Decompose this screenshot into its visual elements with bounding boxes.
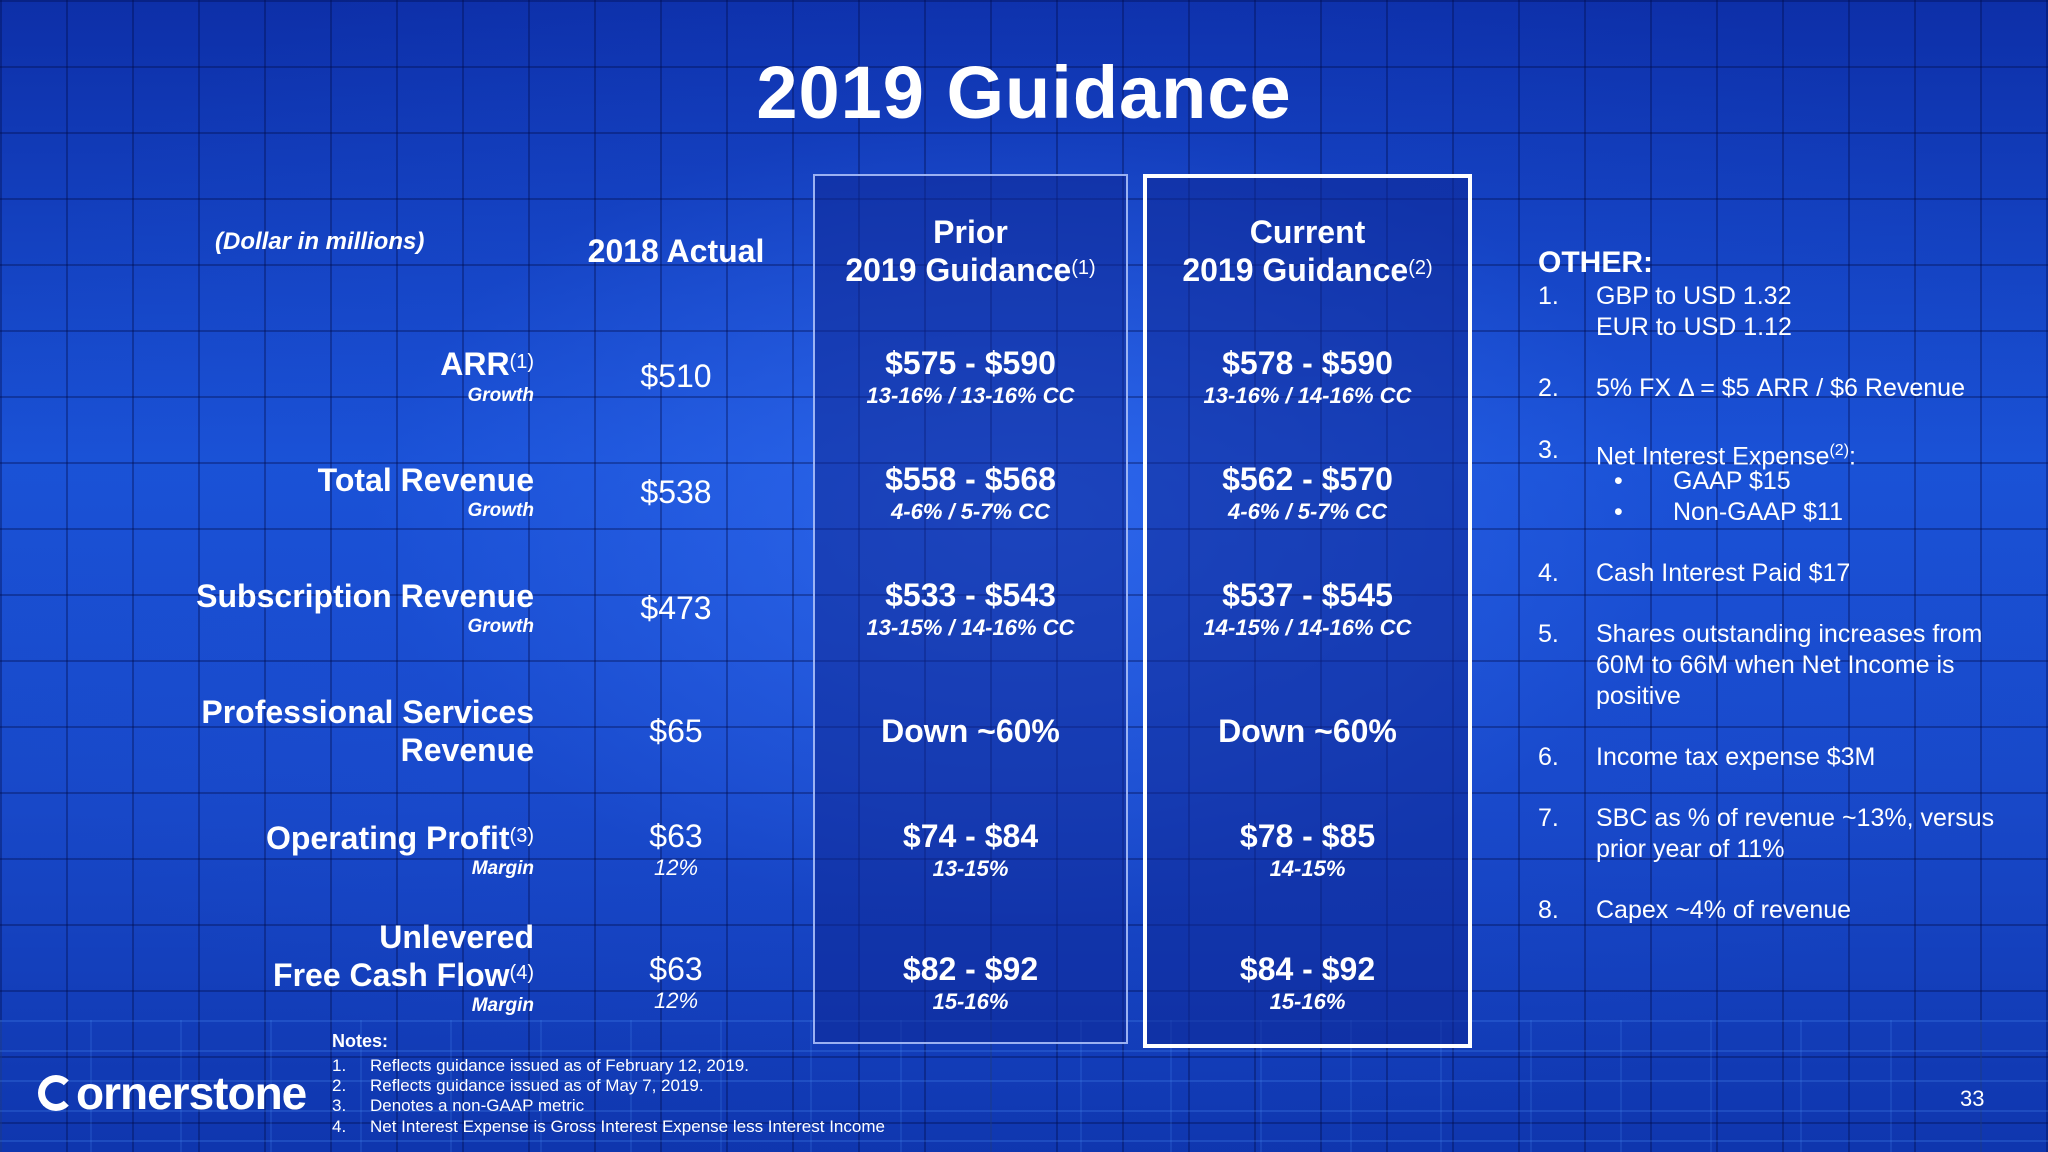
other-item-fx-impact: 5% FX Δ = $5 ARR / $6 Revenue xyxy=(1596,374,1965,402)
other-item-income-tax: Income tax expense $3M xyxy=(1596,743,1876,771)
current-professional-services-revenue: Down ~60% xyxy=(1218,713,1397,749)
prior-fcf-margin: 15-16% xyxy=(932,989,1009,1014)
other-item-capex: Capex ~4% of revenue xyxy=(1596,896,1852,924)
note-1: Reflects guidance issued as of February … xyxy=(370,1056,749,1075)
row-label-total-revenue: Total Revenue xyxy=(317,462,534,498)
cornerstone-logo-icon xyxy=(38,1075,74,1111)
footnote-ref: (2) xyxy=(1408,257,1433,279)
actual-unlevered-free-cash-flow: $63 xyxy=(649,951,703,987)
other-item-number: 3. xyxy=(1538,436,1559,464)
other-item-number: 1. xyxy=(1538,282,1559,310)
actual-total-revenue: $538 xyxy=(640,474,712,510)
prior-subscription-revenue-growth: 13-15% / 14-16% CC xyxy=(866,615,1075,640)
notes-title: Notes: xyxy=(332,1031,389,1051)
footnote-ref: (3) xyxy=(509,825,534,847)
current-total-revenue-growth: 4-6% / 5-7% CC xyxy=(1228,499,1387,524)
header-2018-actual: 2018 Actual xyxy=(587,233,765,269)
bullet-icon: • xyxy=(1614,467,1623,495)
row-label-professional-services-revenue: Professional Services Revenue xyxy=(201,694,534,768)
row-sublabel-operating-profit: Margin xyxy=(471,858,534,879)
row-label-unlevered-free-cash-flow: Unlevered Free Cash Flow(4) xyxy=(273,919,534,993)
header-prior-guidance: Prior 2019 Guidance(1) xyxy=(813,213,1128,289)
header-current-line1: Current xyxy=(1249,214,1366,250)
prior-professional-services-revenue: Down ~60% xyxy=(881,713,1060,749)
note-number: 3. xyxy=(332,1096,347,1115)
other-title: OTHER: xyxy=(1538,246,1653,279)
prior-total-revenue: $558 - $568 xyxy=(885,461,1056,497)
note-4: Net Interest Expense is Gross Interest E… xyxy=(370,1117,885,1136)
actual-subscription-revenue: $473 xyxy=(640,590,712,626)
actual-operating-margin: 12% xyxy=(653,855,699,880)
actual-operating-profit: $63 xyxy=(649,818,703,854)
note-3: Denotes a non-GAAP metric xyxy=(370,1096,585,1115)
prior-operating-margin: 13-15% xyxy=(932,856,1009,881)
other-item-number: 8. xyxy=(1538,896,1559,924)
actual-fcf-margin: 12% xyxy=(653,988,699,1013)
page-title: 2019 Guidance xyxy=(756,51,1292,134)
row-sublabel-total-revenue: Growth xyxy=(467,500,535,521)
current-operating-profit: $78 - $85 xyxy=(1239,818,1376,854)
other-item-number: 4. xyxy=(1538,559,1559,587)
note-number: 1. xyxy=(332,1056,347,1075)
footnote-ref: (1) xyxy=(509,351,534,373)
prior-total-revenue-growth: 4-6% / 5-7% CC xyxy=(891,499,1050,524)
bullet-icon: • xyxy=(1614,498,1623,526)
current-subscription-revenue: $537 - $545 xyxy=(1222,577,1393,613)
row-sublabel-subscription-revenue: Growth xyxy=(467,616,535,637)
current-arr: $578 - $590 xyxy=(1222,345,1393,381)
prior-arr-growth: 13-16% / 13-16% CC xyxy=(866,383,1075,408)
other-item-number: 6. xyxy=(1538,743,1559,771)
current-fcf-margin: 15-16% xyxy=(1269,989,1346,1014)
actual-professional-services-revenue: $65 xyxy=(649,713,703,749)
note-number: 4. xyxy=(332,1117,347,1136)
actual-arr: $510 xyxy=(640,358,712,394)
prior-operating-profit: $74 - $84 xyxy=(902,818,1039,854)
footnote-ref: (4) xyxy=(509,962,534,984)
cornerstone-logo: ornerstone xyxy=(38,1066,307,1120)
other-item-sbc: SBC as % of revenue ~13%, versus prior y… xyxy=(1596,804,1995,863)
header-prior-line1: Prior xyxy=(933,214,1008,250)
logo-wordmark: ornerstone xyxy=(76,1067,307,1119)
current-subscription-revenue-growth: 14-15% / 14-16% CC xyxy=(1203,615,1412,640)
units-note: (Dollar in millions) xyxy=(215,228,425,255)
row-sublabel-arr: Growth xyxy=(467,385,535,406)
prior-subscription-revenue: $533 - $543 xyxy=(885,577,1056,613)
current-total-revenue: $562 - $570 xyxy=(1222,461,1393,497)
header-current-line2: 2019 Guidance(2) xyxy=(1182,252,1433,288)
other-item-shares-outstanding: Shares outstanding increases from 60M to… xyxy=(1596,620,1983,710)
other-item-net-interest-expense: Net Interest Expense(2): xyxy=(1596,442,1856,471)
current-arr-growth: 13-16% / 14-16% CC xyxy=(1203,383,1412,408)
other-subitem-non-gaap: Non-GAAP $11 xyxy=(1673,498,1844,526)
footnote-ref: (2) xyxy=(1829,442,1850,459)
header-prior-line2: 2019 Guidance(1) xyxy=(845,252,1096,288)
header-current-guidance: Current 2019 Guidance(2) xyxy=(1143,213,1472,289)
prior-guidance-column xyxy=(813,174,1128,1044)
other-item-number: 7. xyxy=(1538,804,1559,832)
current-operating-margin: 14-15% xyxy=(1269,856,1346,881)
current-unlevered-free-cash-flow: $84 - $92 xyxy=(1239,951,1376,987)
other-item-cash-interest: Cash Interest Paid $17 xyxy=(1596,559,1851,587)
page-number: 33 xyxy=(1960,1086,1985,1111)
row-label-operating-profit: Operating Profit(3) xyxy=(265,820,534,856)
row-label-arr: ARR(1) xyxy=(440,346,534,382)
other-item-fx-rates: GBP to USD 1.32 EUR to USD 1.12 xyxy=(1596,282,1792,341)
other-item-number: 5. xyxy=(1538,620,1559,648)
prior-arr: $575 - $590 xyxy=(885,345,1056,381)
other-subitem-gaap: GAAP $15 xyxy=(1673,467,1791,495)
row-label-subscription-revenue: Subscription Revenue xyxy=(196,578,534,614)
footnote-ref: (1) xyxy=(1071,257,1096,279)
note-number: 2. xyxy=(332,1076,347,1095)
note-2: Reflects guidance issued as of May 7, 20… xyxy=(370,1076,704,1095)
other-item-number: 2. xyxy=(1538,374,1559,402)
row-sublabel-unlevered-free-cash-flow: Margin xyxy=(471,995,534,1016)
current-guidance-column xyxy=(1143,174,1472,1048)
prior-unlevered-free-cash-flow: $82 - $92 xyxy=(902,951,1039,987)
